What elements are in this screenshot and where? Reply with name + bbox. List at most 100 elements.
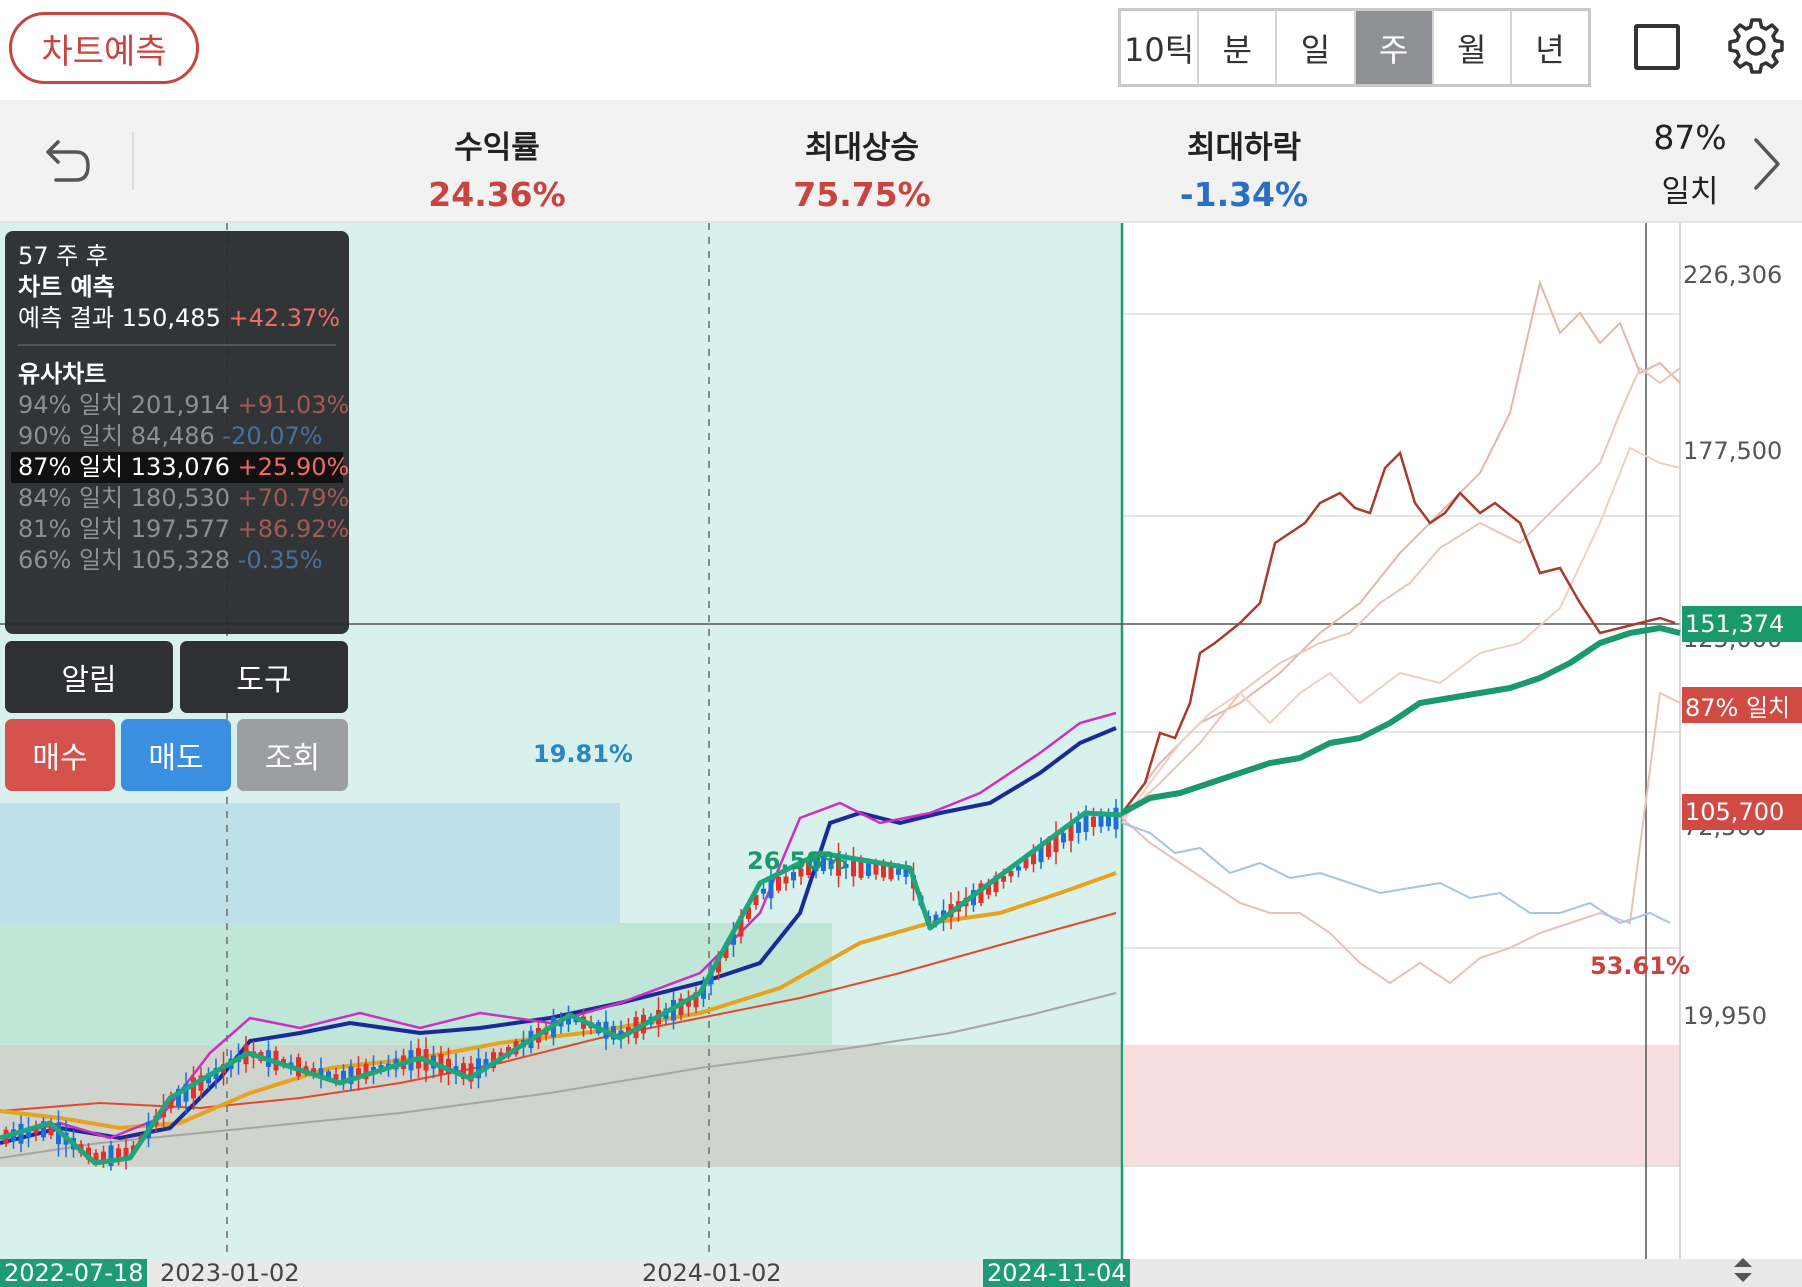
candle-body (483, 1058, 489, 1070)
candle-body (708, 973, 714, 985)
candle-body (1008, 871, 1014, 877)
candle-body (1001, 875, 1006, 882)
candle-body (1038, 844, 1044, 863)
candle-body (116, 1148, 121, 1161)
candle-body (738, 915, 744, 937)
candle-body (843, 863, 849, 868)
candle-body (1076, 821, 1081, 833)
candle-body (191, 1077, 196, 1099)
candle-body (783, 876, 789, 884)
candle-body (93, 1152, 99, 1163)
similar-row-87-selected[interactable]: 87% 일치 133,076 +25.90% (11, 452, 349, 483)
prediction-info-panel: 57 주 후 차트 예측 예측 결과 150,485 +42.37% 유사차트 … (5, 231, 349, 634)
candle-body (303, 1066, 309, 1072)
candle-body (311, 1068, 316, 1074)
candle-body (26, 1127, 31, 1137)
candle-body (768, 876, 774, 899)
candle-body (903, 868, 909, 877)
candle-body (746, 907, 751, 920)
candle-body (108, 1145, 114, 1167)
similar-label: 81% 일치 (18, 515, 124, 543)
y-tick-label: 19,950 (1683, 1002, 1767, 1030)
buy-button[interactable]: 매수 (5, 719, 115, 791)
candle-body (858, 857, 864, 878)
green-range-percent: 26.58% (747, 847, 847, 875)
period-tab-10tick[interactable]: 10틱 (1121, 11, 1200, 84)
candle-body (363, 1063, 369, 1080)
candle-body (618, 1030, 624, 1039)
candle-body (851, 857, 856, 877)
candle-body (371, 1066, 376, 1073)
candle-body (1068, 824, 1074, 841)
weeks-after-label: 57 주 후 (18, 242, 108, 270)
candle-body (48, 1122, 54, 1136)
similar-row-66[interactable]: 66% 일치 105,328 -0.35% (18, 545, 336, 576)
chevron-right-icon[interactable] (1748, 134, 1784, 194)
stat-return: 수익률 24.36% (377, 122, 617, 214)
candle-body (993, 875, 999, 893)
chart-area[interactable]: 19.81% 26.58% 53.61% 226,306 177,500 125… (0, 223, 1802, 1287)
match-percent: 87% (1653, 118, 1727, 157)
similar-84-line (1121, 366, 1681, 819)
x-tick-date: 2023-01-02 (160, 1259, 300, 1287)
tools-button[interactable]: 도구 (180, 641, 348, 713)
undo-back-icon[interactable] (36, 136, 92, 192)
stat-max-down: 최대하락 -1.34% (1124, 122, 1364, 214)
candle-body (978, 883, 984, 904)
match-label: 일치 (1661, 174, 1719, 210)
candle-body (791, 872, 796, 881)
similar-charts-title: 유사차트 (18, 360, 107, 388)
blue-range-zone (0, 803, 620, 923)
inquiry-button[interactable]: 조회 (237, 719, 348, 791)
alert-button[interactable]: 알림 (5, 641, 173, 713)
period-tab-week[interactable]: 주 (1355, 11, 1434, 84)
similar-row-90[interactable]: 90% 일치 84,486 -20.07% (18, 421, 336, 452)
candle-body (828, 859, 834, 869)
similar-row-81[interactable]: 81% 일치 197,577 +86.92% (18, 514, 349, 545)
similar-change: +91.03% (237, 391, 350, 419)
grid-lines (1122, 313, 1680, 1167)
stat-max-down-value: -1.34% (1179, 175, 1309, 214)
sell-button[interactable]: 매도 (121, 719, 231, 791)
period-tab-minute[interactable]: 분 (1199, 11, 1278, 84)
candle-body (836, 854, 841, 876)
y-tick-label: 177,500 (1683, 437, 1783, 465)
candle-body (326, 1071, 331, 1079)
candle-body (296, 1057, 301, 1077)
similar-value: 84,486 (130, 422, 215, 450)
red-range-percent: 53.61% (1590, 952, 1690, 980)
ma-60-line (0, 912, 1117, 1112)
similar-change: -0.35% (237, 546, 323, 574)
match-87-price-tag: 87% 일치 (1682, 687, 1802, 723)
similar-row-84[interactable]: 84% 일치 180,530 +70.79% (18, 483, 349, 514)
top-toolbar: 차트예측 10틱 분 일 주 월 년 (0, 0, 1802, 100)
candle-body (476, 1058, 481, 1079)
period-tab-year[interactable]: 년 (1535, 30, 1565, 69)
candle-body (356, 1068, 361, 1079)
result-label: 예측 결과 (18, 304, 114, 332)
similar-row-94[interactable]: 94% 일치 201,914 +91.03% (18, 390, 349, 421)
candle-body (1113, 807, 1119, 830)
stats-divider (132, 132, 134, 190)
period-tab-month[interactable]: 월 (1434, 11, 1512, 84)
scroll-arrows-icon[interactable] (1728, 1255, 1758, 1285)
gear-icon[interactable] (1726, 16, 1786, 76)
similar-label: 87% 일치 (18, 453, 124, 481)
fullscreen-square-icon[interactable] (1634, 24, 1680, 70)
y-tick-label: 226,306 (1683, 261, 1783, 289)
similar-label: 94% 일치 (18, 391, 124, 419)
candle-body (1083, 813, 1089, 833)
panel-divider (18, 344, 336, 346)
period-tab-day[interactable]: 일 (1277, 11, 1356, 84)
x-axis-bg (0, 1259, 1802, 1287)
candle-body (86, 1147, 91, 1160)
candle-body (341, 1070, 346, 1084)
candle-body (101, 1151, 106, 1162)
similar-value: 201,914 (130, 391, 231, 419)
chart-predict-button[interactable]: 차트예측 (9, 12, 199, 84)
candle-body (1106, 812, 1111, 827)
similar-label: 84% 일치 (18, 484, 124, 512)
price-chart-canvas[interactable] (0, 223, 1802, 1287)
candle-body (693, 992, 699, 1008)
similar-label: 90% 일치 (18, 422, 124, 450)
